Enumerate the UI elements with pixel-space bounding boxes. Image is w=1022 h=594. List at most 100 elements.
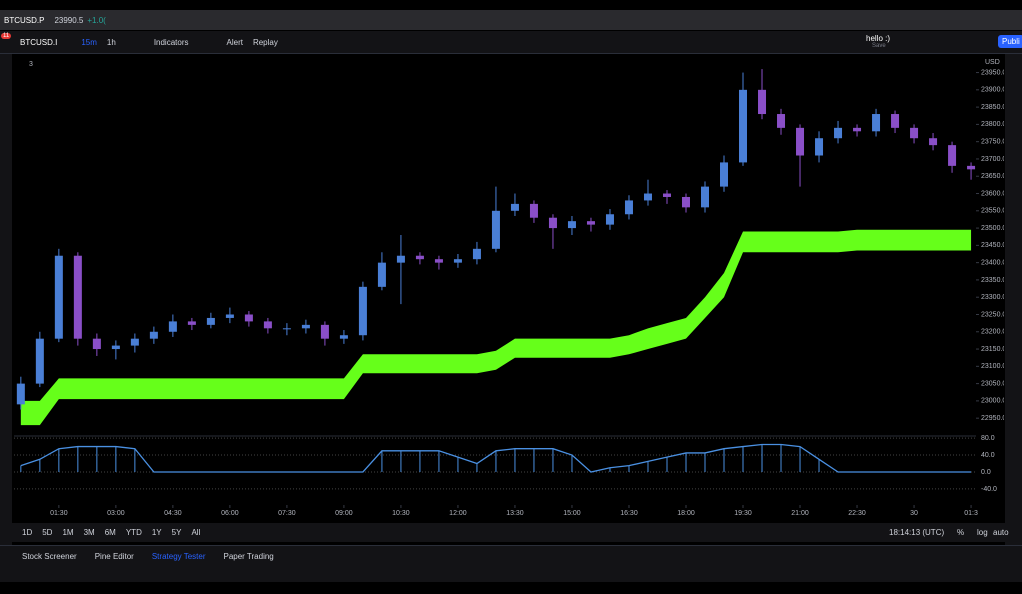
candle-body bbox=[529, 203, 538, 218]
candle-body bbox=[948, 145, 957, 166]
interval[interactable]: 15m bbox=[81, 37, 97, 47]
y-tick-label: 23750.00 bbox=[981, 139, 1004, 146]
y-tick-label: 23950.00 bbox=[981, 69, 1004, 76]
candle-body bbox=[282, 328, 291, 330]
y-tick-label: 23050.00 bbox=[981, 380, 1004, 387]
x-tick-label: 01:30 bbox=[50, 510, 68, 517]
clock: 18:14:13 (UTC) bbox=[889, 528, 945, 537]
candle-body bbox=[643, 193, 652, 201]
y-tick-label: 23350.00 bbox=[981, 277, 1004, 284]
panel-tab[interactable]: Strategy Tester bbox=[151, 551, 206, 561]
range-button[interactable]: 3M bbox=[83, 528, 95, 537]
candle-body bbox=[720, 162, 729, 187]
candle-body bbox=[834, 127, 843, 139]
candle-body bbox=[910, 127, 919, 139]
x-tick-label: 07:30 bbox=[278, 510, 296, 517]
indicator-count[interactable]: 3 bbox=[29, 61, 33, 68]
y-tick-label: 23000.00 bbox=[981, 398, 1004, 405]
x-tick-label: 10:30 bbox=[392, 510, 410, 517]
scale-option[interactable]: auto bbox=[993, 528, 1009, 537]
candle-body bbox=[491, 210, 500, 249]
y-tick-label: 23100.00 bbox=[981, 363, 1004, 370]
range-button[interactable]: All bbox=[191, 528, 201, 537]
y-tick-label: 23400.00 bbox=[981, 259, 1004, 266]
symbol[interactable]: BTCUSD.I bbox=[20, 37, 58, 47]
candle-body bbox=[111, 345, 120, 350]
panel-tab[interactable]: Paper Trading bbox=[223, 551, 274, 561]
x-tick-label: 04:30 bbox=[164, 510, 182, 517]
left-toolbar bbox=[0, 54, 12, 582]
panel-tab[interactable]: Stock Screener bbox=[22, 551, 77, 561]
osc-tick-label: -40.0 bbox=[981, 486, 997, 493]
tab-change: +1.0( bbox=[87, 15, 106, 25]
candle-body bbox=[777, 114, 786, 128]
candle-body bbox=[510, 203, 519, 211]
interval[interactable]: 1h bbox=[106, 37, 116, 47]
range-button[interactable]: 5Y bbox=[171, 528, 182, 537]
candle-body bbox=[700, 186, 709, 208]
candle-body bbox=[891, 114, 900, 128]
band bbox=[20, 229, 972, 426]
y-tick-label: 23150.00 bbox=[981, 346, 1004, 353]
scale-option[interactable]: % bbox=[957, 528, 965, 537]
panel-tab[interactable]: Pine Editor bbox=[94, 551, 134, 561]
save-label[interactable]: Save bbox=[872, 43, 886, 49]
range-button[interactable]: 1Y bbox=[151, 528, 162, 537]
range-button[interactable]: 5D bbox=[42, 528, 53, 537]
badge: 11 bbox=[1, 33, 12, 39]
y-tick-label: 22950.00 bbox=[981, 415, 1004, 422]
candle-body bbox=[758, 89, 767, 115]
range-button[interactable]: YTD bbox=[125, 528, 142, 537]
candle-body bbox=[548, 217, 557, 229]
chart: USD 3 22950.00 23000.00 23050.00 23100.00 23… bbox=[14, 58, 1004, 517]
x-tick-label: 19:30 bbox=[734, 510, 752, 517]
candle-body bbox=[187, 321, 196, 325]
range-button[interactable]: 1M bbox=[62, 528, 74, 537]
candle-body bbox=[263, 321, 272, 329]
y-tick-label: 23700.00 bbox=[981, 156, 1004, 163]
publish-button[interactable]: Publi bbox=[998, 35, 1022, 48]
y-tick-label: 23800.00 bbox=[981, 121, 1004, 128]
x-tick-label: 21:00 bbox=[791, 510, 809, 517]
toolbar: 11 BTCUSD.I 15m 1h Indicators Alert Repl… bbox=[0, 31, 1022, 54]
x-tick-label: 15:00 bbox=[563, 510, 581, 517]
candle-body bbox=[396, 255, 405, 263]
tab-bar: BTCUSD.P 23990.5 +1.0( bbox=[0, 10, 1022, 30]
tab-symbol[interactable]: BTCUSD.P bbox=[4, 15, 45, 25]
x-tick-label: 13:30 bbox=[506, 510, 524, 517]
candle-body bbox=[624, 200, 633, 215]
candle-body bbox=[16, 383, 25, 405]
x-tick-label: 03:00 bbox=[107, 510, 125, 517]
candle-body bbox=[225, 314, 234, 318]
alert-button[interactable]: Alert bbox=[226, 37, 243, 47]
candle-body bbox=[301, 324, 310, 329]
scale-option[interactable]: log bbox=[977, 528, 988, 537]
candle-body bbox=[358, 286, 367, 336]
panel-tabs: Stock Screener Pine Editor Strategy Tester… bbox=[0, 545, 1022, 566]
x-tick-label: 09:00 bbox=[335, 510, 353, 517]
candle-body bbox=[206, 317, 215, 325]
range-button[interactable]: 6M bbox=[104, 528, 116, 537]
candle-body bbox=[168, 321, 177, 332]
currency: USD bbox=[985, 59, 1000, 66]
candle-body bbox=[244, 314, 253, 322]
candle-body bbox=[149, 331, 158, 339]
indicators-button[interactable]: Indicators bbox=[153, 37, 189, 47]
candle-body bbox=[92, 338, 101, 350]
x-tick-label: 06:00 bbox=[221, 510, 239, 517]
candle-body bbox=[586, 221, 595, 225]
y-tick-label: 23600.00 bbox=[981, 190, 1004, 197]
osc-tick-label: 0.0 bbox=[981, 469, 991, 476]
candle-body bbox=[815, 138, 824, 156]
y-tick-label: 23200.00 bbox=[981, 329, 1004, 336]
candle-body bbox=[796, 127, 805, 156]
replay-button[interactable]: Replay bbox=[252, 37, 278, 47]
candle-body bbox=[739, 89, 748, 163]
y-tick-label: 23900.00 bbox=[981, 87, 1004, 94]
x-tick-label: 01:3 bbox=[964, 510, 978, 517]
range-button[interactable]: 1D bbox=[22, 528, 33, 537]
candle-body bbox=[339, 335, 348, 339]
y-tick-label: 23850.00 bbox=[981, 104, 1004, 111]
candle-body bbox=[872, 114, 881, 132]
user-name[interactable]: hello :) bbox=[866, 34, 891, 43]
